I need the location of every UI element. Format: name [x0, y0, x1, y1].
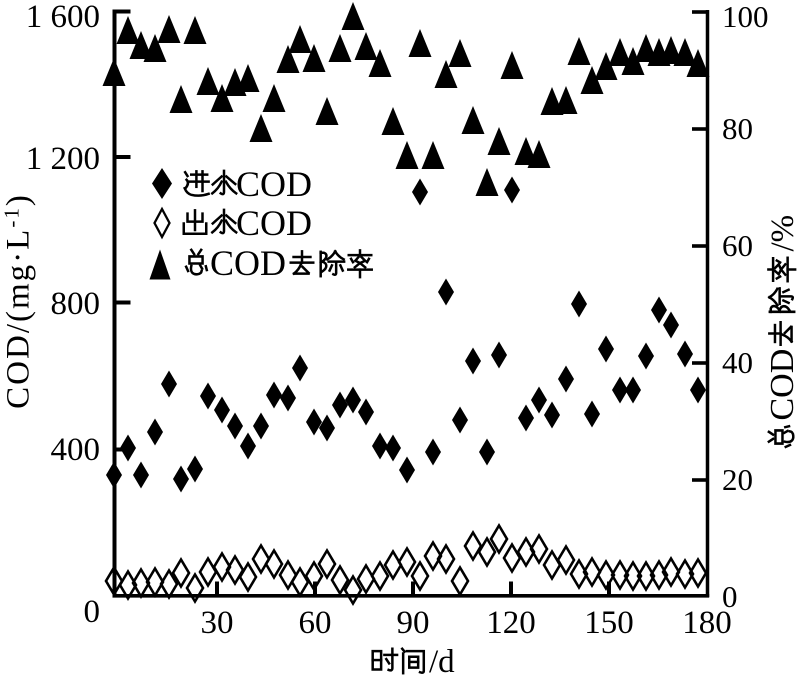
svg-text:COD/(mg·L-1): COD/(mg·L-1): [0, 193, 37, 409]
svg-text:0: 0: [84, 594, 101, 630]
svg-text:60: 60: [299, 605, 332, 641]
svg-text:80: 80: [722, 111, 753, 146]
svg-text:800: 800: [51, 286, 101, 322]
svg-text:400: 400: [51, 432, 101, 468]
svg-text:/d: /d: [429, 644, 455, 680]
svg-text:COD: COD: [236, 164, 312, 204]
svg-text:1 200: 1 200: [26, 141, 100, 177]
svg-text:0: 0: [722, 579, 738, 614]
svg-text:COD: COD: [764, 349, 800, 421]
svg-text:120: 120: [486, 605, 536, 641]
svg-text:150: 150: [584, 605, 634, 641]
svg-text:COD: COD: [236, 203, 312, 243]
svg-text:100: 100: [722, 0, 769, 34]
svg-text:COD: COD: [210, 243, 286, 283]
svg-text:90: 90: [397, 605, 430, 641]
svg-text:20: 20: [722, 462, 753, 497]
svg-text:60: 60: [722, 228, 753, 263]
svg-text:40: 40: [722, 345, 753, 380]
svg-text:30: 30: [201, 605, 234, 641]
svg-text:180: 180: [682, 605, 732, 641]
svg-text:1 600: 1 600: [26, 0, 100, 35]
svg-text:/%: /%: [765, 215, 800, 252]
